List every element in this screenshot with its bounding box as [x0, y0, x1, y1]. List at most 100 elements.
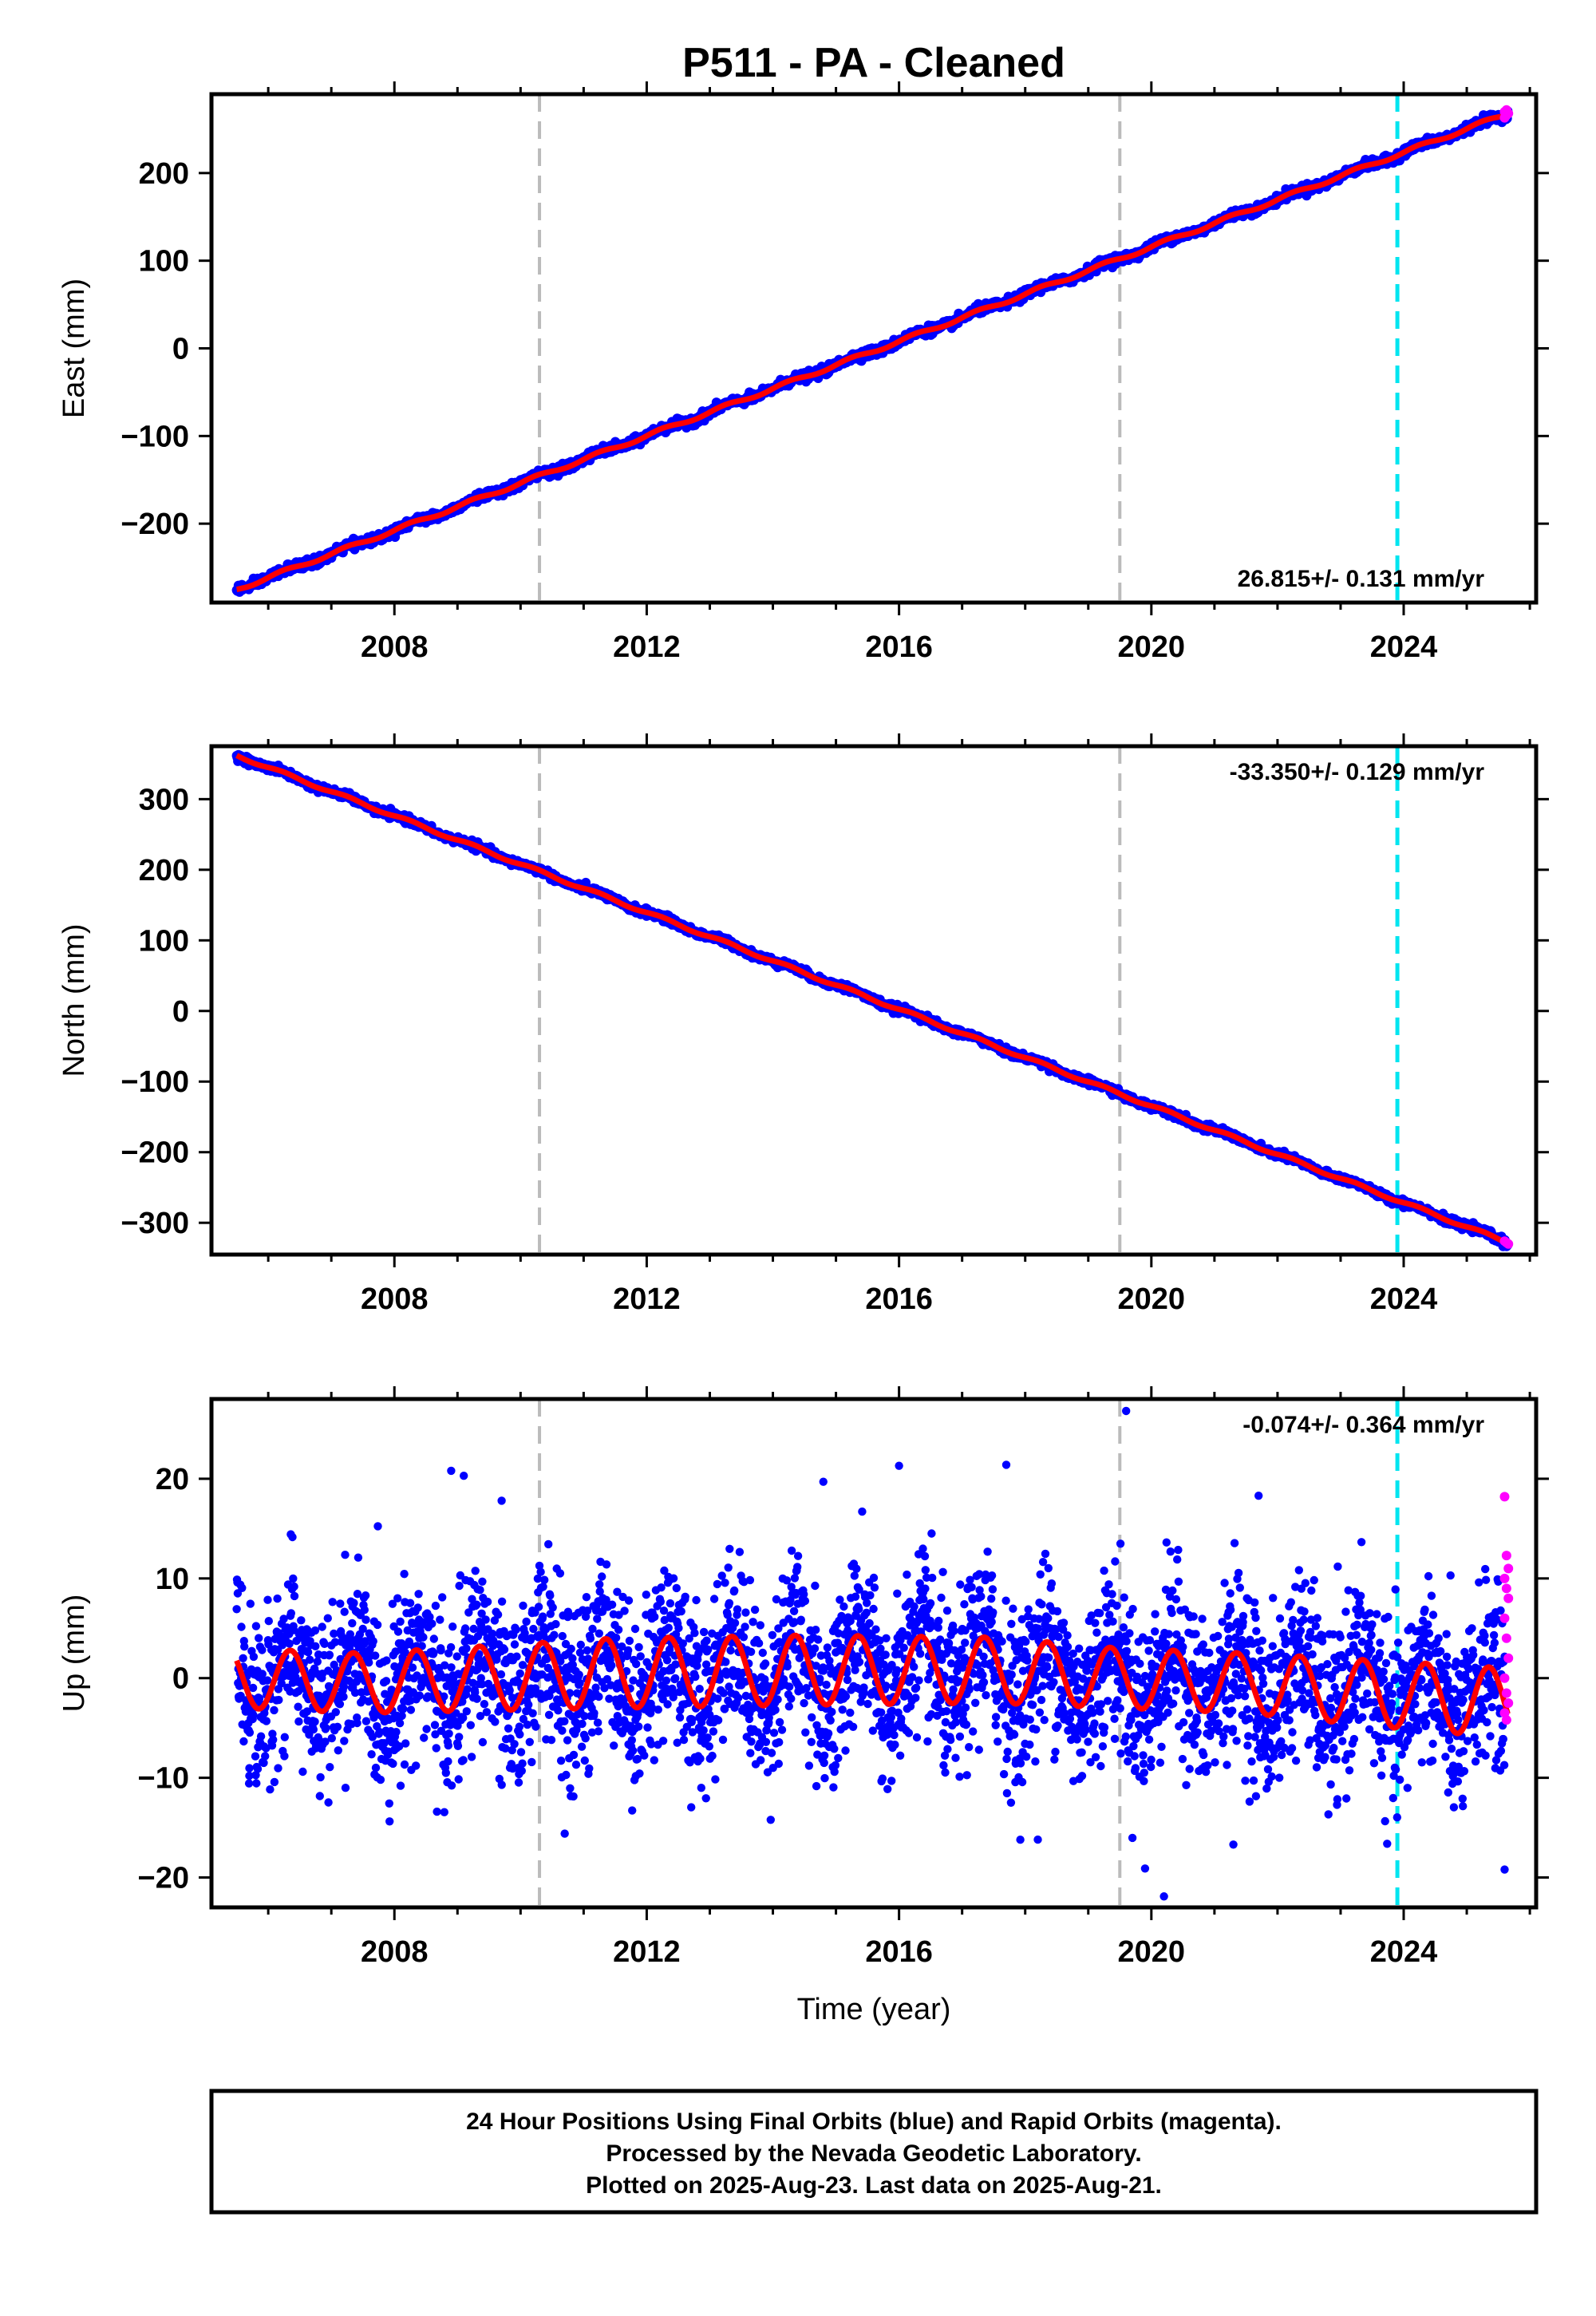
up-final-point: [288, 1532, 297, 1542]
east-xtick-label: 2016: [865, 630, 933, 664]
up-final-point: [266, 1785, 275, 1794]
up-final-point: [320, 1639, 329, 1648]
up-final-point: [251, 1622, 261, 1630]
chart-title: P511 - PA - Cleaned: [682, 40, 1065, 86]
up-final-point: [294, 1717, 303, 1726]
north-rapid-point-2: [1503, 1239, 1514, 1249]
up-final-point: [318, 1622, 326, 1631]
north-ytick-label: −300: [120, 1207, 189, 1240]
up-final-point: [310, 1626, 320, 1635]
up-final-point: [323, 1614, 332, 1622]
north-ytick-label: −200: [120, 1136, 189, 1170]
east-rapid-point-4: [1501, 105, 1511, 115]
up-final-point: [339, 1692, 348, 1701]
north-ytick-label: 200: [139, 854, 189, 887]
up-final-point: [306, 1655, 314, 1664]
north-xtick-label: 2016: [865, 1282, 933, 1316]
up-final-point: [238, 1583, 247, 1593]
up-final-point: [264, 1617, 273, 1626]
up-final-point: [286, 1609, 295, 1618]
up-final-point: [340, 1607, 349, 1616]
up-final-point: [325, 1650, 334, 1659]
up-final-point: [253, 1765, 263, 1773]
up-final-point: [315, 1792, 324, 1800]
north-plot-area: [231, 746, 1514, 1255]
up-final-point: [334, 1746, 342, 1755]
up-final-point: [341, 1784, 350, 1792]
north-rate-label: -33.350+/- 0.129 mm/yr: [1230, 759, 1485, 785]
up-final-point: [256, 1732, 266, 1741]
up-final-point: [274, 1764, 282, 1773]
up-final-point: [326, 1763, 334, 1772]
up-final-point: [294, 1702, 302, 1711]
north-ytick-label: 100: [139, 924, 189, 958]
up-final-point: [303, 1648, 313, 1657]
east-ytick-label: 200: [139, 157, 189, 191]
up-final-point: [270, 1777, 279, 1787]
north-xtick-label: 2012: [613, 1282, 681, 1316]
up-final-point: [371, 1763, 381, 1773]
up-final-point: [313, 1657, 322, 1666]
up-final-point: [309, 1725, 318, 1734]
north-xtick-label: 2024: [1370, 1282, 1438, 1316]
up-final-point: [255, 1634, 263, 1642]
up-final-point: [251, 1752, 260, 1761]
up-final-point: [376, 1775, 385, 1784]
up-final-point: [361, 1717, 371, 1725]
up-final-point: [373, 1522, 382, 1531]
north-ytick-label: 0: [172, 995, 189, 1029]
up-final-point: [322, 1724, 330, 1733]
up-final-point: [240, 1642, 249, 1651]
north-model-curve: [235, 753, 1510, 1247]
up-final-point: [269, 1735, 278, 1745]
up-final-point: [354, 1553, 363, 1562]
east-plot-area: [231, 94, 1514, 603]
east-ytick-label: −100: [120, 420, 189, 453]
up-final-point: [341, 1551, 350, 1559]
up-final-point: [350, 1599, 358, 1607]
up-final-point: [249, 1710, 258, 1720]
up-final-point: [280, 1752, 289, 1761]
up-final-point: [327, 1733, 336, 1743]
up-final-point: [335, 1700, 345, 1709]
up-final-point: [273, 1594, 282, 1603]
up-final-point: [316, 1773, 325, 1782]
up-final-point: [280, 1733, 289, 1741]
up-final-point: [311, 1642, 320, 1650]
east-rate-label: 26.815+/- 0.131 mm/yr: [1238, 566, 1485, 592]
up-final-point: [290, 1591, 299, 1601]
up-final-point: [289, 1574, 298, 1583]
north-xtick-label: 2008: [361, 1282, 429, 1316]
up-final-point: [336, 1599, 345, 1608]
north-ylabel: North (mm): [57, 923, 91, 1077]
east-ytick-label: −200: [120, 508, 189, 541]
up-final-point: [237, 1622, 246, 1631]
up-final-point: [361, 1591, 370, 1600]
east-xtick-label: 2012: [613, 630, 681, 664]
up-final-point: [324, 1798, 333, 1807]
up-final-point: [340, 1737, 349, 1745]
north-ytick-label: −100: [120, 1065, 189, 1099]
up-final-point: [373, 1620, 382, 1630]
east-ytick-label: 0: [172, 333, 189, 366]
up-final-point: [333, 1722, 342, 1731]
east-ytick-label: 100: [139, 245, 189, 279]
up-final-point: [244, 1779, 254, 1788]
north-panel: 300 200 100 0 −100 −200 −300 2008 2012 2016 2020 20…: [57, 733, 1549, 1316]
up-final-point: [367, 1750, 376, 1759]
up-final-point: [261, 1752, 270, 1761]
up-final-point: [249, 1652, 259, 1662]
east-xtick-label: 2008: [361, 630, 429, 664]
up-final-point: [371, 1651, 380, 1660]
east-xtick-label: 2020: [1118, 630, 1186, 664]
north-ytick-label: 300: [139, 783, 189, 816]
up-final-point: [297, 1616, 306, 1625]
up-final-point: [239, 1654, 247, 1662]
east-ylabel: East (mm): [57, 279, 91, 418]
north-xtick-label: 2020: [1118, 1282, 1186, 1316]
east-model-curve: [235, 112, 1510, 592]
up-final-point: [239, 1737, 248, 1746]
up-final-point: [348, 1618, 357, 1628]
